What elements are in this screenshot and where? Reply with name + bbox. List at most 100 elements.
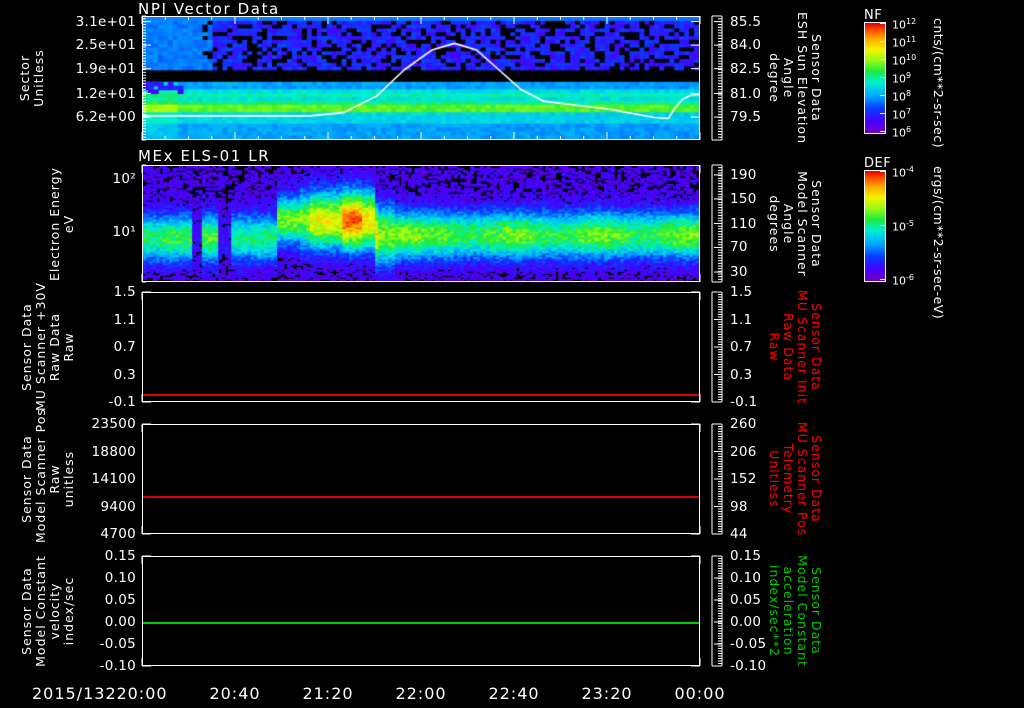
xaxis-tick-label: 00:00 bbox=[674, 684, 726, 703]
colorbar-tick-label: 1010 bbox=[892, 53, 917, 68]
axis-tick-label: 0.3 bbox=[730, 366, 753, 383]
axis-tick-label: 190 bbox=[730, 166, 757, 183]
xaxis-tick-label: 22:40 bbox=[488, 684, 540, 703]
def-colorbar-gradient bbox=[865, 171, 885, 281]
def-colorbar-units: ergs/(cm**2-sr-sec-eV) bbox=[931, 166, 946, 320]
axis-tick-label: -0.10 bbox=[730, 658, 767, 674]
colorbar-tick-mark bbox=[880, 279, 886, 280]
axis-tick-label: -0.10 bbox=[99, 658, 136, 674]
nf-colorbar-gradient bbox=[865, 23, 885, 133]
colorbar-tick-label: 10-5 bbox=[892, 219, 914, 234]
colorbar-tick-mark bbox=[880, 23, 886, 24]
axis-tick-label: 1.1 bbox=[730, 311, 753, 328]
axis-tick-label: 84.0 bbox=[730, 37, 762, 54]
axis-tick-label: 14100 bbox=[91, 471, 136, 487]
axis-tick-label: 1.2e+01 bbox=[75, 85, 136, 102]
model-scanner-pos-raw-right-axis-label-line: MU Scanner Pos bbox=[795, 421, 810, 537]
axis-tick-label: -0.1 bbox=[108, 394, 136, 410]
mu-scanner-30v-raw-right-axis-label-line: Sensor Data bbox=[809, 303, 824, 391]
axis-tick-label: 2.5e+01 bbox=[75, 37, 136, 54]
mu-scanner-30v-raw-right-axis-label-line: Raw Data bbox=[781, 312, 796, 382]
axis-tick-label: 206 bbox=[730, 443, 757, 460]
colorbar-title-def: DEF bbox=[864, 156, 892, 171]
axis-tick-label: 30 bbox=[730, 264, 748, 281]
axis-tick-label: -0.1 bbox=[730, 394, 758, 410]
xaxis-date-label: 2015/132 bbox=[32, 684, 117, 703]
axis-tick-label: 0.15 bbox=[730, 548, 762, 564]
npi-right-axis-label-line: ESH Sun Elevation bbox=[795, 11, 810, 145]
model-scanner-pos-raw-right-axis-label-line: Unitless bbox=[767, 450, 782, 508]
plot-area-model-scanner-pos[interactable] bbox=[142, 424, 700, 534]
axis-tick-label: 0.3 bbox=[113, 366, 136, 383]
def-colorbar[interactable] bbox=[864, 170, 886, 282]
axis-tick-label: 152 bbox=[730, 471, 757, 487]
axis-tick-label: 260 bbox=[730, 416, 757, 432]
colorbar-tick-label: 10-4 bbox=[892, 165, 914, 180]
model-scanner-pos-raw-left-axis-label-line: Raw bbox=[47, 464, 62, 494]
plot-area-els[interactable] bbox=[142, 165, 700, 282]
xaxis-tick-label: 23:20 bbox=[581, 684, 633, 703]
axis-tick-label: 0.7 bbox=[113, 339, 136, 355]
model-constant-velocity-right-axis-label-line: index/sec**2 bbox=[767, 565, 782, 657]
mu-scanner-30v-raw-left-axis-label-line: Raw Data bbox=[47, 312, 62, 382]
model-constant-velocity-right-axis-label-line: Sensor Data bbox=[809, 567, 824, 655]
axis-tick-label: 1.9e+01 bbox=[75, 60, 136, 77]
colorbar-tick-mark bbox=[880, 171, 886, 172]
model-constant-velocity-left-axis-label-line: Sensor Data bbox=[19, 567, 34, 655]
model-constant-velocity-left-axis-label-line: Model Constant bbox=[33, 555, 48, 667]
colorbar-tick-mark bbox=[880, 77, 886, 78]
axis-tick-label: 0.05 bbox=[730, 592, 762, 608]
colorbar-title-nf: NF bbox=[864, 8, 883, 23]
colorbar-tick-mark bbox=[880, 113, 886, 114]
axis-tick-label: 0.05 bbox=[104, 592, 136, 608]
plot-area-model-constant-velocity[interactable] bbox=[142, 556, 700, 666]
axis-tick-label: 110 bbox=[730, 215, 757, 232]
colorbar-tick-mark bbox=[880, 131, 886, 132]
plot-area-mu-scanner-30v[interactable] bbox=[142, 292, 700, 402]
axis-tick-label: 10¹ bbox=[112, 224, 136, 241]
axis-tick-label: -0.05 bbox=[99, 636, 136, 652]
axis-tick-label: 81.0 bbox=[730, 85, 762, 102]
model-constant-velocity-right-axis-label-line: acceleration bbox=[781, 566, 796, 656]
els-left-axis-label-line: Electron Energy bbox=[47, 166, 62, 281]
model-scanner-pos-raw-left-axis-label-line: unitless bbox=[61, 450, 76, 508]
axis-tick-label: 0.15 bbox=[104, 548, 136, 564]
npi-right-axis-label-line: Sensor Data bbox=[809, 34, 824, 122]
mu-scanner-30v-raw-right-axis-label-line: Raw bbox=[767, 332, 782, 362]
model-constant-acceleration-trace bbox=[143, 622, 699, 624]
axis-tick-label: 98 bbox=[730, 498, 748, 515]
els-spectrogram-canvas bbox=[143, 166, 699, 281]
colorbar-tick-mark bbox=[880, 41, 886, 42]
axis-tick-label: 85.5 bbox=[730, 13, 762, 30]
axis-tick-label: 79.5 bbox=[730, 109, 762, 126]
panel-title-npi: NPI Vector Data bbox=[138, 0, 280, 18]
axis-tick-label: 0.10 bbox=[730, 570, 762, 586]
npi-right-axis-label-line: degree bbox=[767, 53, 782, 103]
axis-tick-label: 1.5 bbox=[113, 284, 136, 300]
mu-scanner-pos-telemetry-trace bbox=[143, 496, 699, 498]
nf-colorbar[interactable] bbox=[864, 22, 886, 134]
npi-left-axis-label-line: Sector bbox=[17, 54, 32, 102]
xaxis-tick-label: 20:00 bbox=[116, 684, 168, 703]
axis-tick-label: 0.00 bbox=[730, 614, 762, 630]
npi-spectrogram-canvas bbox=[143, 17, 699, 139]
axis-tick-label: 0.10 bbox=[104, 570, 136, 586]
model-scanner-pos-raw-left-axis-label-line: Sensor Data bbox=[19, 435, 34, 523]
colorbar-tick-label: 108 bbox=[892, 89, 912, 104]
axis-tick-label: 0.7 bbox=[730, 339, 753, 355]
colorbar-tick-label: 1011 bbox=[892, 35, 917, 50]
axis-tick-label: 0.00 bbox=[104, 614, 136, 630]
axis-tick-label: 3.1e+01 bbox=[75, 13, 136, 30]
xaxis-tick-label: 20:40 bbox=[209, 684, 261, 703]
model-scanner-pos-raw-right-axis-label-line: Sensor Data bbox=[809, 435, 824, 523]
axis-tick-label: 44 bbox=[730, 526, 748, 542]
colorbar-tick-label: 109 bbox=[892, 71, 912, 86]
model-scanner-pos-raw-left-axis-label-line: Model Scanner Pos bbox=[33, 408, 48, 543]
axis-tick-label: 70 bbox=[730, 239, 748, 256]
axis-tick-label: 23500 bbox=[91, 416, 136, 432]
axis-tick-label: 6.2e+00 bbox=[75, 109, 136, 126]
npi-left-axis-label-line: Unitless bbox=[31, 49, 46, 107]
axis-tick-label: 150 bbox=[730, 190, 757, 207]
plot-area-npi[interactable] bbox=[142, 16, 700, 140]
